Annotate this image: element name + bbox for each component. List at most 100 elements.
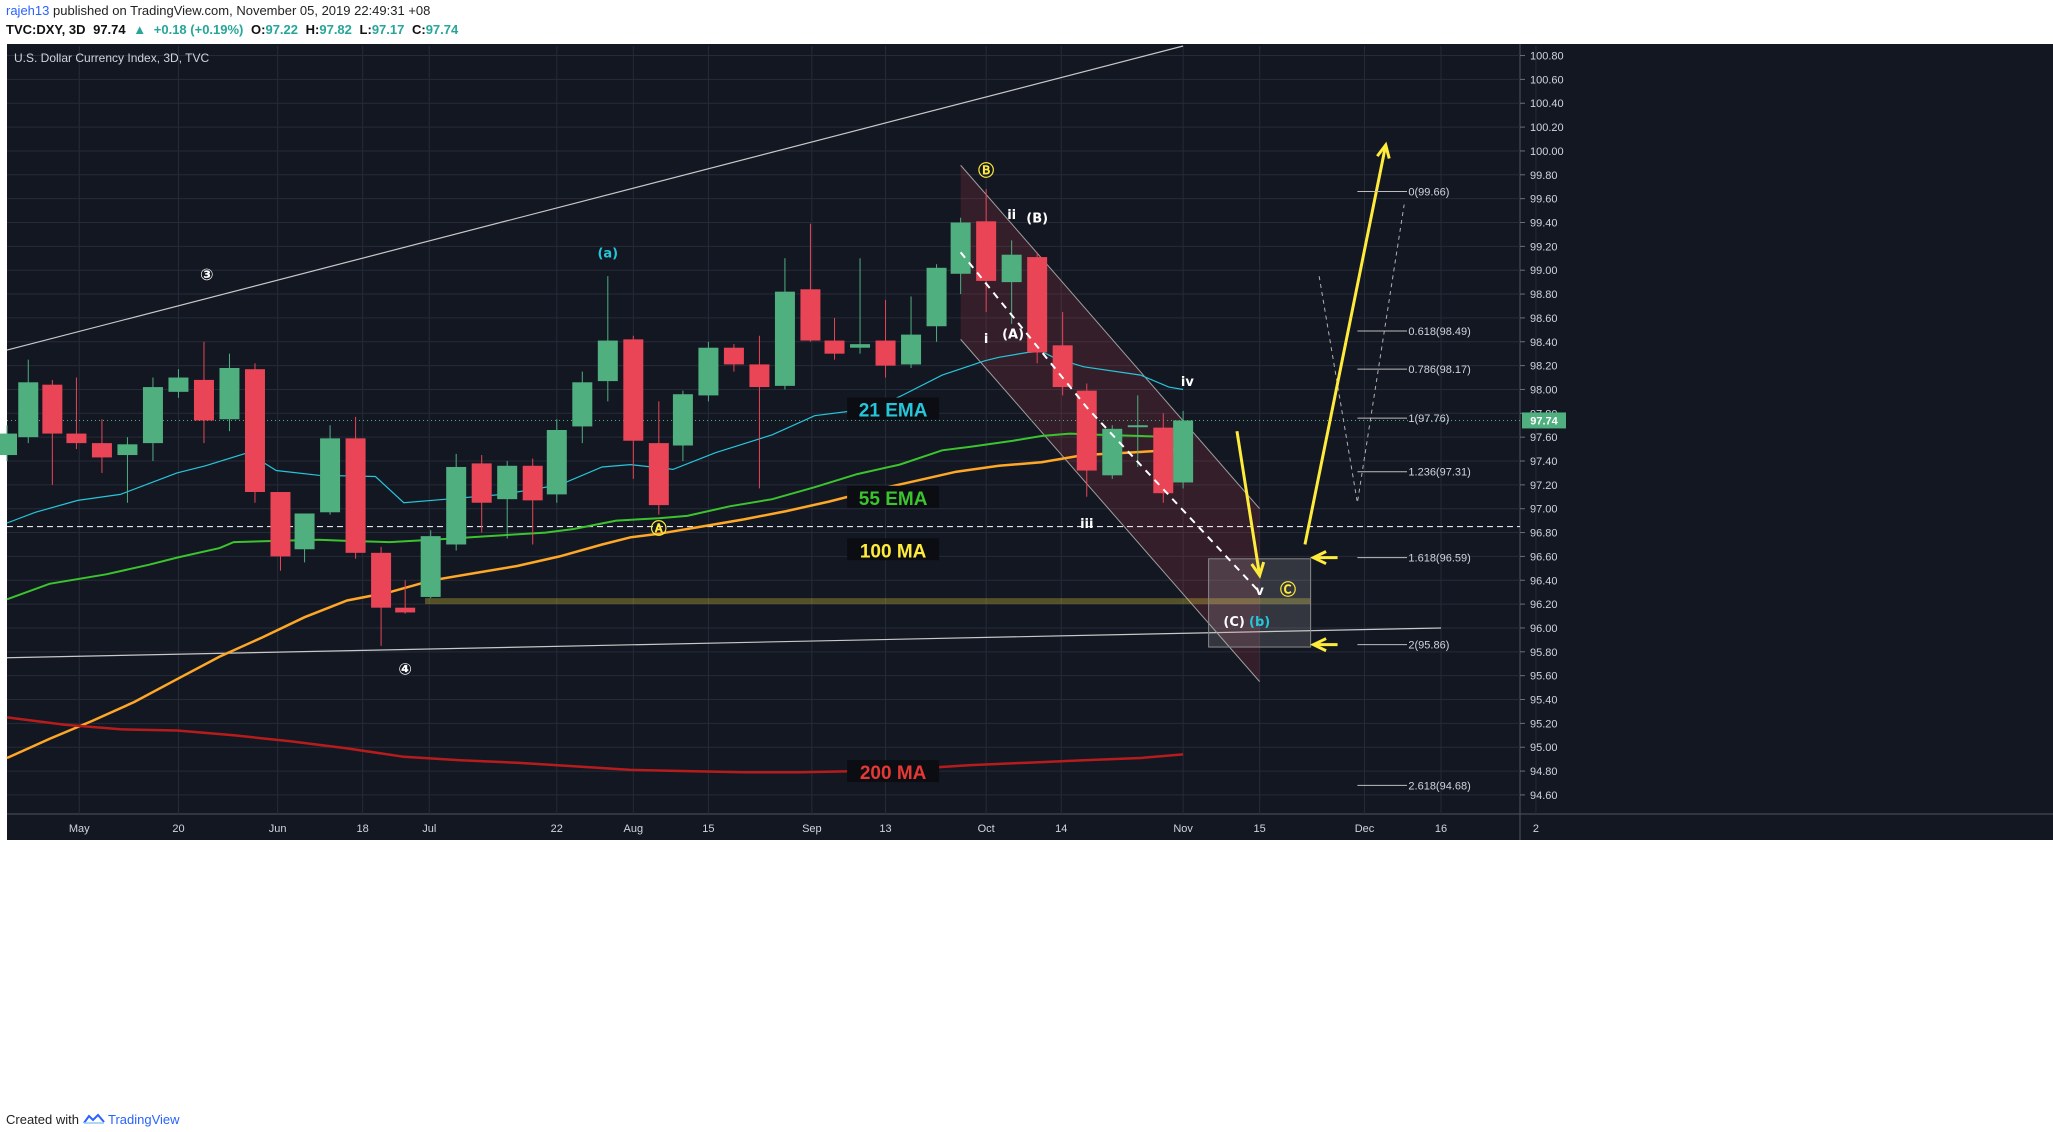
y-tick-label: 94.80 [1530, 766, 1558, 778]
candle-body [800, 289, 821, 341]
plot-background [7, 44, 1520, 840]
y-tick-label: 98.20 [1530, 361, 1558, 373]
upper-trendline [6, 45, 1184, 351]
projected-wave-path [959, 251, 1261, 593]
left-arrow-2-head [1310, 637, 1327, 653]
ohlc-bar: TVC:DXY, 3D 97.74 ▲ +0.18 (+0.19%) O:97.… [6, 22, 462, 37]
last-price: 97.74 [93, 22, 126, 37]
y-tick-label: 96.20 [1530, 599, 1558, 611]
wave-label: (b) [1249, 615, 1270, 630]
candle-body [371, 552, 392, 608]
down-arrow [1235, 430, 1262, 576]
fib-levels: 0(99.66) 0.618(98.49) 0.786(98.17) 1(97.76)… [1357, 186, 1471, 792]
x-tick-label: 2 [1533, 823, 1539, 835]
chart-title: U.S. Dollar Currency Index, 3D, TVC [14, 51, 210, 65]
up-arrow [1303, 144, 1388, 545]
publish-info: rajeh13 published on TradingView.com, No… [6, 3, 430, 18]
wave-label: (a) [597, 246, 618, 261]
y-tick-label: 100.40 [1530, 98, 1564, 110]
x-tick-label: May [69, 823, 90, 835]
ma-label-bg [847, 760, 940, 783]
left-arrow-1618-head [1310, 550, 1327, 566]
tradingview-brand[interactable]: TradingView [108, 1112, 180, 1127]
candle-body [66, 433, 87, 444]
candle-body [824, 340, 845, 354]
ma-label-bg [847, 485, 940, 508]
candle-body [1127, 425, 1148, 428]
candle-body [648, 443, 669, 506]
wave-label: Ⓐ [651, 519, 667, 538]
wave-label: i [984, 332, 988, 347]
wave-label: iii [1080, 517, 1093, 532]
chart-area[interactable]: 100.80 100.60 100.40 100.20 100.00 99.80 99.60… [0, 44, 2053, 1107]
wave-label: Ⓒ [1280, 580, 1296, 599]
x-tick-label: Sep [802, 823, 822, 835]
candle-body [1027, 257, 1048, 353]
open-label: O: [251, 22, 266, 37]
y-tick-label: 95.80 [1530, 647, 1558, 659]
candle-body [420, 536, 441, 597]
tradingview-logo-icon [82, 1113, 105, 1128]
x-tick-label: Jul [422, 823, 436, 835]
x-tick-label: 15 [702, 823, 714, 835]
y-tick-label: 98.80 [1530, 289, 1558, 301]
up-arrow-head [1376, 141, 1391, 159]
x-tick-label: 18 [357, 823, 369, 835]
channel-upper-line [960, 164, 1261, 510]
support-zone [425, 598, 1311, 605]
candle-body [219, 367, 240, 420]
close-value: 97.74 [425, 22, 459, 37]
candle-body [950, 222, 971, 274]
candle-body [294, 513, 315, 550]
fib-label: 0.786(98.17) [1408, 364, 1470, 376]
fib-label: 0(99.66) [1408, 186, 1449, 198]
y-tick-label: 96.40 [1530, 575, 1558, 587]
x-tick-label: 16 [1435, 823, 1447, 835]
ma-label: 200 MA [860, 763, 927, 784]
symbol-label: TVC:DXY, 3D [6, 22, 86, 37]
fib-label: 2(95.86) [1408, 640, 1449, 652]
candle-body [1102, 428, 1123, 476]
x-tick-label: 13 [879, 823, 891, 835]
y-tick-label: 98.40 [1530, 337, 1558, 349]
candle-body [395, 607, 416, 613]
created-text: Created with [6, 1112, 79, 1127]
wave-label: (C) [1223, 615, 1244, 630]
x-tick-label: 22 [551, 823, 563, 835]
close-label: C: [411, 22, 426, 37]
candle-body [117, 444, 138, 456]
candle-body [471, 463, 492, 503]
triangle-up-icon: ▲ [133, 22, 147, 37]
fib-label: 1.618(96.59) [1408, 553, 1470, 565]
ma-label: 21 EMA [859, 401, 928, 422]
x-tick-label: Jun [269, 823, 287, 835]
candle-body [1173, 420, 1194, 483]
y-tick-label: 97.40 [1530, 456, 1558, 468]
price-chart[interactable]: 100.80 100.60 100.40 100.20 100.00 99.80 99.60… [0, 44, 2053, 1107]
ma-label: 100 MA [860, 541, 927, 562]
candle-body [546, 430, 567, 495]
y-tick-label: 96.60 [1530, 551, 1558, 563]
chart-header: rajeh13 published on TradingView.com, No… [0, 0, 2053, 44]
candle-body [901, 334, 922, 365]
candle-body [749, 364, 770, 388]
candle-body [244, 369, 265, 493]
candle-body [497, 465, 518, 500]
author-link[interactable]: rajeh13 [6, 3, 50, 18]
candle-body [976, 221, 997, 281]
candle-body [91, 443, 112, 458]
wave-label: ④ [398, 660, 412, 679]
y-tick-label: 96.80 [1530, 528, 1558, 540]
y-tick-label: 97.00 [1530, 504, 1558, 516]
candle-body [698, 347, 719, 396]
candle-body [850, 344, 871, 348]
x-tick-label: Dec [1355, 823, 1375, 835]
candle-body [875, 340, 896, 366]
wave-label: (B) [1026, 212, 1048, 227]
low-label: L: [359, 22, 372, 37]
series-line-100-ma [6, 447, 1184, 760]
y-tick-label: 99.80 [1530, 170, 1558, 182]
y-tick-label: 100.60 [1530, 74, 1564, 86]
wave-label: ③ [200, 265, 214, 284]
candle-body [446, 466, 467, 545]
